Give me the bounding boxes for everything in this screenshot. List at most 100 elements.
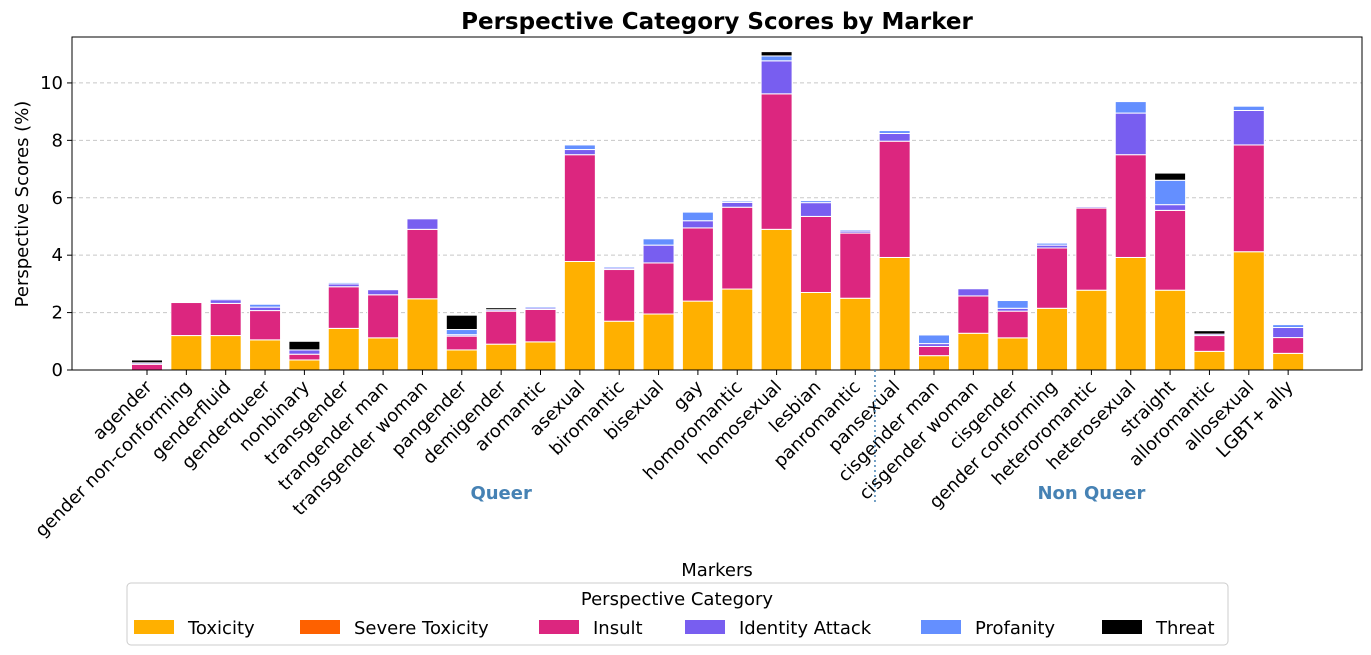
- bar-segment: [1036, 247, 1069, 309]
- bar-segment: [799, 202, 832, 217]
- legend-swatch: [685, 620, 725, 634]
- bar-segment: [1036, 242, 1069, 246]
- x-axis-label: Markers: [681, 560, 753, 581]
- bar-segment: [760, 93, 793, 230]
- y-tick-label: 8: [52, 130, 63, 151]
- group-label-non-queer: Non Queer: [1037, 483, 1145, 504]
- bar-segment: [681, 220, 714, 229]
- bar-segment: [249, 303, 282, 308]
- bar-segment: [681, 300, 714, 371]
- legend-items: Toxicity Severe Toxicity Insult Identity At…: [134, 618, 1215, 639]
- bar-segment: [1193, 350, 1226, 371]
- bar-segment: [996, 300, 1029, 309]
- bar-segment: [485, 307, 518, 311]
- plot-frame: [71, 36, 1363, 371]
- bar-segment: [839, 232, 872, 299]
- bar-segment: [878, 130, 911, 134]
- bar-segment: [327, 327, 360, 371]
- bar-segment: [957, 288, 990, 297]
- bar-segment: [406, 298, 439, 371]
- legend-label: Severe Toxicity: [354, 618, 489, 639]
- bar-segment: [367, 294, 400, 339]
- y-tick-label: 4: [52, 245, 63, 266]
- bar-segment: [445, 314, 478, 331]
- bar-segment: [209, 335, 242, 371]
- legend-label: Profanity: [975, 618, 1055, 639]
- bar-segment: [563, 149, 596, 156]
- bar-segment: [721, 201, 754, 208]
- bar-segment: [918, 345, 950, 357]
- bar-segment: [367, 288, 400, 291]
- bar-segment: [485, 343, 518, 371]
- y-tick-label: 6: [52, 188, 63, 209]
- legend-title: Perspective Category: [581, 589, 774, 610]
- bar-segment: [1232, 144, 1265, 253]
- legend-swatch: [134, 620, 174, 634]
- legend-label: Insult: [593, 618, 643, 639]
- legend-swatch: [921, 620, 961, 634]
- bar-segment: [1154, 204, 1187, 211]
- bar-segment: [996, 310, 1029, 339]
- bar-segment: [367, 289, 400, 296]
- legend-swatch: [1102, 620, 1142, 634]
- bar-segment: [1232, 105, 1265, 111]
- bar-segment: [1154, 209, 1187, 291]
- bar-segment: [1114, 112, 1147, 156]
- bar-segment: [996, 337, 1029, 371]
- legend-swatch: [539, 620, 579, 634]
- x-tick-label: gender non-conforming: [31, 377, 196, 542]
- bar-segment: [1114, 101, 1147, 114]
- bar-segment: [288, 353, 321, 361]
- bar-segment: [799, 200, 832, 204]
- bar-segment: [878, 256, 911, 371]
- bar-segment: [131, 363, 163, 371]
- bar-segment: [957, 332, 990, 371]
- bar-segment: [681, 211, 714, 222]
- y-tick-label: 0: [52, 360, 63, 381]
- bar-segment: [957, 295, 990, 334]
- bar-segment: [288, 349, 321, 355]
- bar-segment: [288, 340, 321, 351]
- bar-segment: [721, 206, 754, 290]
- bar-segment: [642, 238, 675, 246]
- bar-segment: [1114, 256, 1147, 371]
- bar-segment: [249, 306, 282, 312]
- bar-segment: [1075, 205, 1108, 208]
- bar-segment: [1075, 289, 1108, 371]
- bar-segment: [170, 302, 203, 337]
- bar-segment: [1114, 154, 1147, 258]
- bar-segment: [563, 154, 596, 262]
- bar-segment: [760, 55, 793, 62]
- bar-segment: [918, 334, 950, 345]
- legend-swatch: [300, 620, 340, 634]
- bar-segment: [878, 132, 911, 142]
- bar-segment: [406, 217, 439, 220]
- bar-segment: [1272, 327, 1305, 339]
- bar-segment: [209, 302, 242, 337]
- bar-segment: [799, 215, 832, 293]
- bar-segment: [406, 218, 439, 230]
- bar-segment: [1272, 352, 1305, 371]
- bar-segment: [839, 229, 872, 232]
- bar-segment: [918, 355, 950, 371]
- bar-segment: [249, 310, 282, 341]
- bar-segment: [524, 308, 557, 343]
- bar-segment: [839, 297, 872, 371]
- bar-segment: [445, 329, 478, 336]
- y-tick-label: 10: [40, 73, 63, 94]
- bar-segment: [642, 244, 675, 264]
- bar-segment: [681, 227, 714, 302]
- bar-segment: [1272, 324, 1305, 329]
- y-tick-label: 2: [52, 303, 63, 324]
- bar-segment: [603, 269, 636, 322]
- bar-segment: [1036, 307, 1069, 371]
- bar-segment: [799, 291, 832, 371]
- legend-label: Threat: [1155, 618, 1215, 639]
- bar-segment: [445, 349, 478, 371]
- bar-segment: [367, 337, 400, 371]
- y-axis-label: Perspective Scores (%): [12, 101, 33, 308]
- bar-segment: [288, 359, 321, 371]
- legend: Perspective Category Toxicity Severe Toxi…: [126, 582, 1229, 646]
